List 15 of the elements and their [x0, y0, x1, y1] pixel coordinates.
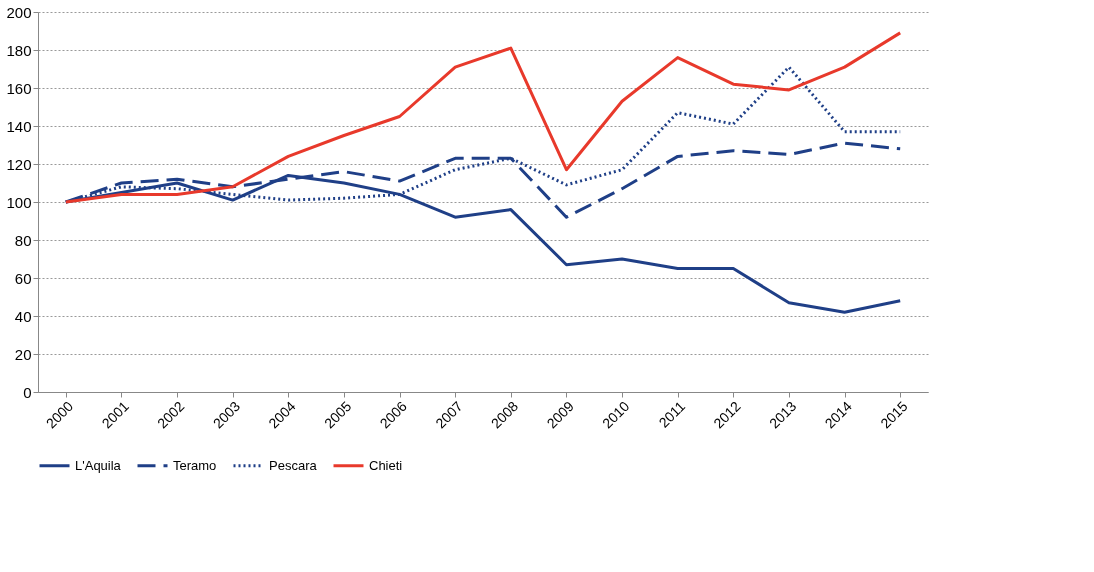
- y-tick-label: 20: [14, 345, 32, 363]
- y-tick-label: 100: [6, 193, 32, 211]
- y-tick-label: 140: [6, 117, 32, 135]
- y-tick-label: 120: [6, 155, 32, 173]
- y-tick-label: 80: [14, 231, 32, 249]
- y-tick-label: 60: [14, 269, 32, 287]
- y-tick-label: 0: [23, 383, 32, 401]
- legend-label: Pescara: [269, 457, 318, 473]
- legend-label: L'Aquila: [75, 457, 122, 473]
- y-tick-label: 200: [6, 3, 32, 21]
- y-tick-label: 40: [14, 307, 32, 325]
- y-tick-label: 180: [6, 41, 32, 59]
- legend-label: Teramo: [173, 457, 217, 473]
- y-tick-label: 160: [6, 79, 32, 97]
- legend-label: Chieti: [369, 457, 403, 473]
